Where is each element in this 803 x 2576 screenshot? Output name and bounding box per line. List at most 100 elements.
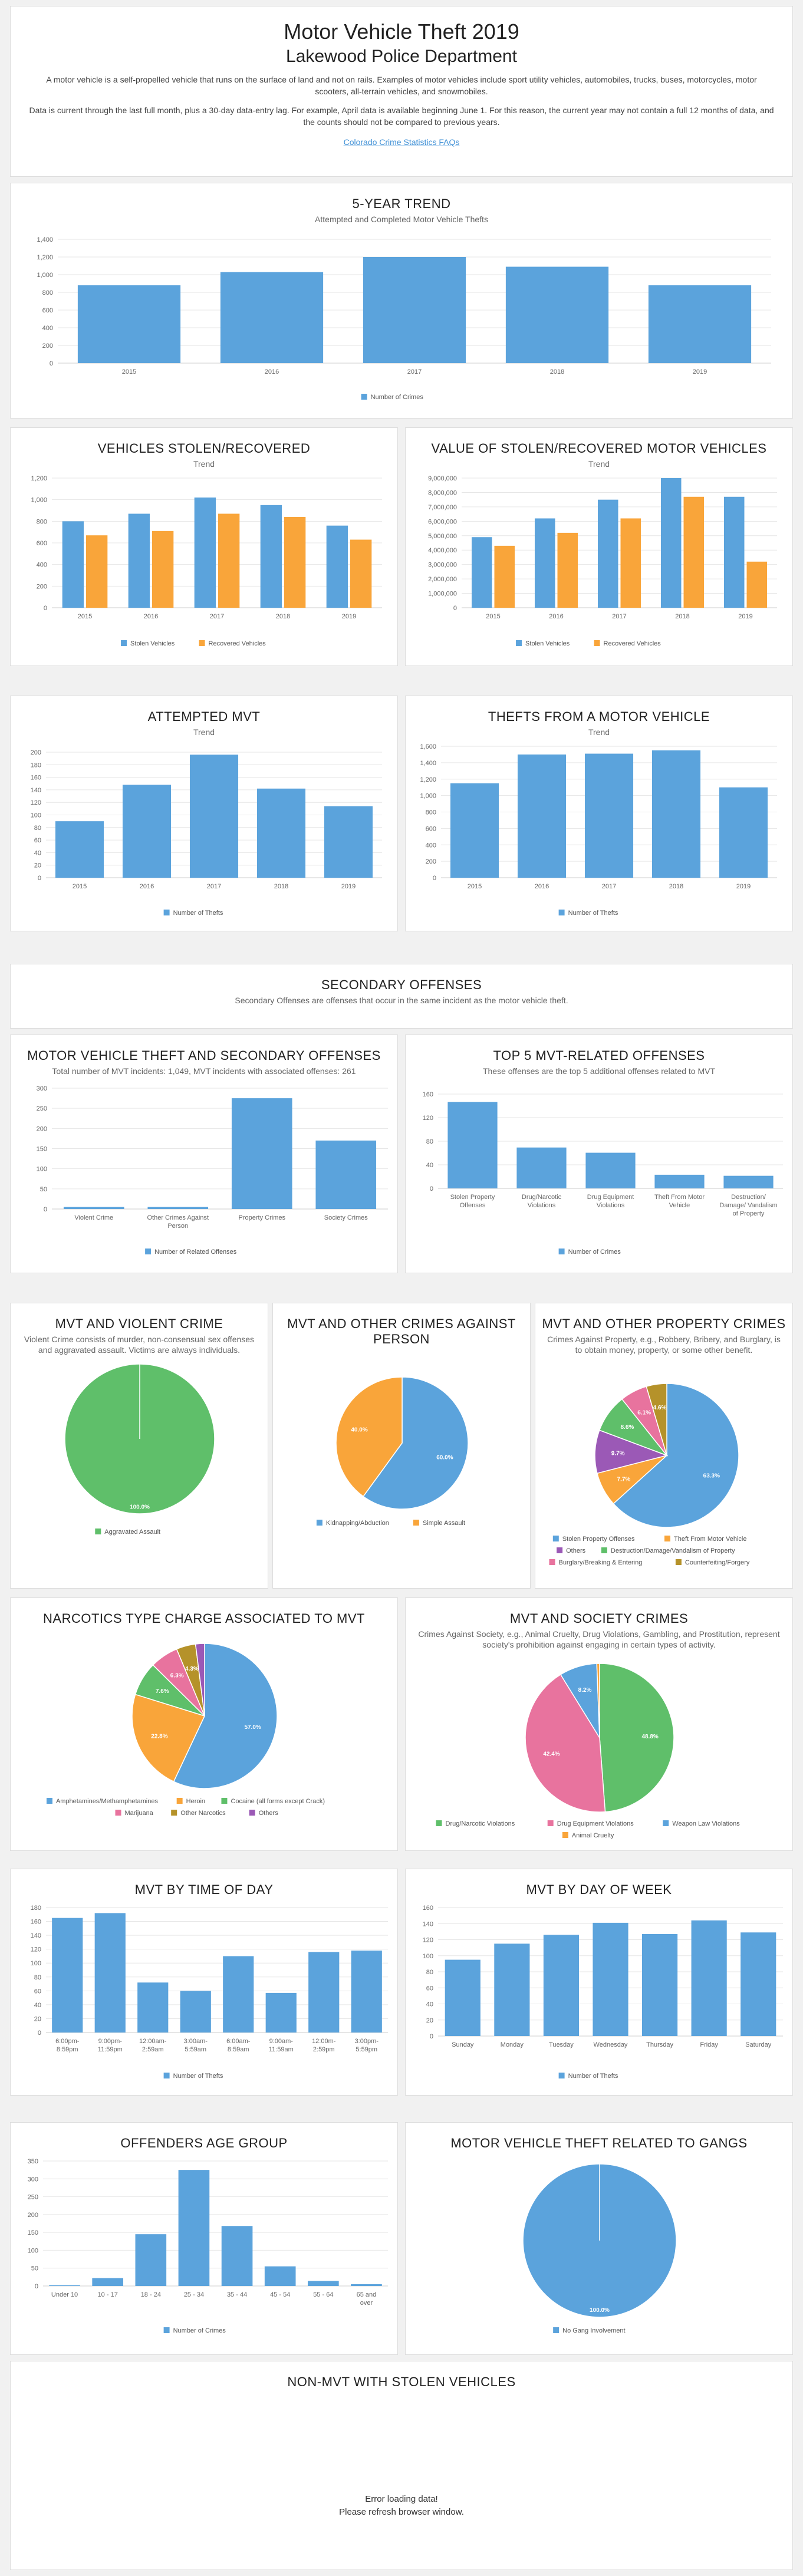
- legend-swatch[interactable]: [552, 1536, 559, 1541]
- legend-label[interactable]: Destruction/Damage/Vandalism of Property: [611, 1547, 735, 1554]
- bar-number-of-thefts[interactable]: [137, 1982, 169, 2033]
- pie-slice[interactable]: [594, 1429, 669, 1474]
- bar-number-of-crimes[interactable]: [178, 2170, 210, 2286]
- legend-label[interactable]: Cocaine (all forms except Crack): [231, 1798, 325, 1805]
- legend-label[interactable]: Theft From Motor Vehicle: [674, 1536, 747, 1543]
- faq-link[interactable]: Colorado Crime Statistics FAQs: [343, 137, 460, 147]
- pie-slice[interactable]: [363, 1376, 469, 1510]
- bar-stolen-vehicles[interactable]: [534, 518, 555, 608]
- legend-label[interactable]: Number of Crimes: [173, 2327, 226, 2334]
- bar-number-of-thefts[interactable]: [691, 1920, 727, 2036]
- bar-number-of-thefts[interactable]: [641, 1933, 678, 2036]
- legend-label[interactable]: Number of Thefts: [173, 910, 223, 917]
- legend-label[interactable]: Drug Equipment Violations: [557, 1820, 634, 1827]
- legend-swatch[interactable]: [121, 640, 127, 646]
- bar-number-of-crimes[interactable]: [505, 266, 609, 364]
- bar-stolen-vehicles[interactable]: [471, 537, 492, 608]
- bar-number-of-thefts[interactable]: [584, 753, 634, 878]
- legend-swatch[interactable]: [558, 1249, 565, 1254]
- bar-number-of-crimes[interactable]: [77, 285, 181, 363]
- bar-stolen-vehicles[interactable]: [597, 499, 618, 608]
- bar-recovered-vehicles[interactable]: [350, 539, 372, 608]
- legend-label[interactable]: Recovered Vehicles: [604, 640, 662, 647]
- bar-number-of-thefts[interactable]: [324, 806, 373, 878]
- bar-number-of-thefts[interactable]: [593, 1922, 628, 2036]
- legend-label[interactable]: Number of Crimes: [371, 394, 424, 401]
- bar-recovered-vehicles[interactable]: [683, 496, 705, 608]
- bar-number-of-thefts[interactable]: [122, 785, 172, 878]
- legend-label[interactable]: Amphetamines/Methamphetamines: [56, 1798, 159, 1805]
- bar-number-of-crimes[interactable]: [351, 2284, 382, 2286]
- bar-number-of-crimes[interactable]: [264, 2266, 296, 2286]
- bar-number-of-thefts[interactable]: [308, 1952, 340, 2033]
- bar-stolen-vehicles[interactable]: [194, 498, 216, 608]
- legend-swatch[interactable]: [316, 1520, 322, 1526]
- legend-label[interactable]: Animal Cruelty: [572, 1832, 614, 1839]
- bar-number-of-thefts[interactable]: [543, 1935, 580, 2036]
- legend-swatch[interactable]: [221, 1798, 228, 1804]
- bar-number-of-crimes[interactable]: [135, 2234, 167, 2286]
- legend-swatch[interactable]: [594, 640, 600, 646]
- bar-number-of-thefts[interactable]: [445, 1959, 481, 2036]
- bar-recovered-vehicles[interactable]: [620, 518, 641, 608]
- bar-number-of-crimes[interactable]: [221, 2226, 253, 2286]
- bar-number-of-thefts[interactable]: [94, 1913, 126, 2033]
- bar-number-of-thefts[interactable]: [517, 754, 567, 878]
- legend-label[interactable]: Number of Thefts: [568, 2073, 618, 2080]
- pie-slice[interactable]: [646, 1383, 667, 1456]
- bar-number-of-related-offenses[interactable]: [147, 1207, 209, 1209]
- bar-recovered-vehicles[interactable]: [86, 535, 108, 608]
- legend-swatch[interactable]: [436, 1820, 442, 1826]
- bar-number-of-thefts[interactable]: [189, 755, 239, 878]
- bar-number-of-thefts[interactable]: [256, 788, 306, 878]
- bar-number-of-related-offenses[interactable]: [315, 1140, 377, 1209]
- bar-number-of-related-offenses[interactable]: [63, 1207, 124, 1209]
- legend-swatch[interactable]: [361, 394, 367, 400]
- bar-recovered-vehicles[interactable]: [218, 513, 240, 608]
- bar-number-of-crimes[interactable]: [220, 272, 324, 364]
- bar-recovered-vehicles[interactable]: [557, 532, 578, 608]
- bar-number-of-crimes[interactable]: [585, 1152, 636, 1188]
- legend-swatch[interactable]: [249, 1810, 255, 1816]
- bar-number-of-crimes[interactable]: [516, 1147, 567, 1188]
- legend-label[interactable]: Heroin: [186, 1798, 205, 1805]
- legend-swatch[interactable]: [145, 1249, 152, 1254]
- legend-swatch[interactable]: [675, 1559, 682, 1565]
- bar-stolen-vehicles[interactable]: [128, 513, 150, 608]
- legend-swatch[interactable]: [553, 2327, 560, 2333]
- bar-number-of-thefts[interactable]: [719, 787, 768, 878]
- legend-swatch[interactable]: [163, 910, 170, 915]
- legend-swatch[interactable]: [558, 2073, 565, 2078]
- legend-swatch[interactable]: [176, 1798, 183, 1804]
- pie-slice[interactable]: [525, 1674, 606, 1813]
- pie-slice[interactable]: [195, 1643, 205, 1717]
- legend-swatch[interactable]: [664, 1536, 670, 1541]
- bar-number-of-thefts[interactable]: [52, 1918, 83, 2033]
- bar-number-of-thefts[interactable]: [55, 821, 104, 878]
- bar-number-of-thefts[interactable]: [450, 783, 499, 878]
- legend-swatch[interactable]: [163, 2327, 170, 2333]
- legend-swatch[interactable]: [115, 1810, 121, 1816]
- legend-swatch[interactable]: [558, 910, 565, 915]
- legend-label[interactable]: Number of Thefts: [568, 910, 618, 917]
- pie-slice[interactable]: [173, 1643, 278, 1789]
- bar-number-of-thefts[interactable]: [180, 1991, 211, 2033]
- bar-number-of-crimes[interactable]: [363, 257, 466, 363]
- bar-stolen-vehicles[interactable]: [260, 505, 282, 608]
- bar-stolen-vehicles[interactable]: [660, 478, 682, 608]
- bar-number-of-related-offenses[interactable]: [231, 1098, 292, 1209]
- bar-number-of-crimes[interactable]: [447, 1102, 498, 1188]
- bar-stolen-vehicles[interactable]: [723, 496, 745, 608]
- legend-swatch[interactable]: [199, 640, 205, 646]
- legend-swatch[interactable]: [601, 1547, 607, 1553]
- legend-label[interactable]: Counterfeiting/Forgery: [685, 1559, 750, 1566]
- legend-swatch[interactable]: [163, 2073, 170, 2078]
- bar-number-of-thefts[interactable]: [741, 1932, 776, 2036]
- pie-slice[interactable]: [131, 1694, 206, 1783]
- legend-label[interactable]: Stolen Vehicles: [525, 640, 570, 647]
- bar-number-of-thefts[interactable]: [494, 1943, 530, 2036]
- bar-stolen-vehicles[interactable]: [326, 525, 348, 608]
- bar-recovered-vehicles[interactable]: [494, 545, 515, 608]
- legend-swatch[interactable]: [557, 1547, 563, 1553]
- legend-label[interactable]: Others: [259, 1810, 279, 1817]
